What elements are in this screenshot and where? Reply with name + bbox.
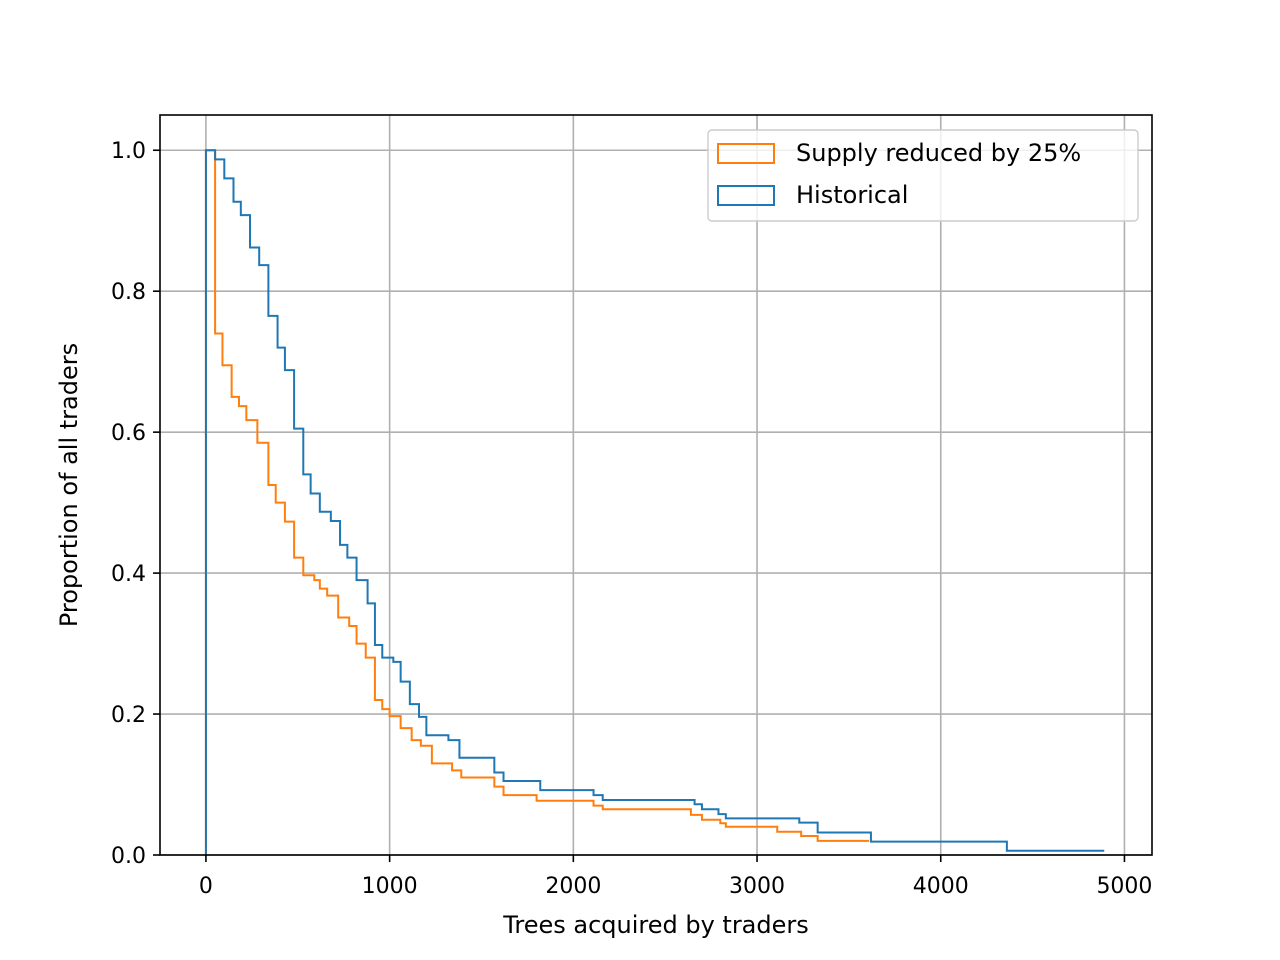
y-tick-label: 0.6 <box>111 421 146 446</box>
plot-frame <box>159 114 1153 856</box>
x-tick-label: 2000 <box>545 874 601 899</box>
series-layer <box>204 149 1105 855</box>
x-tick-label: 4000 <box>913 874 969 899</box>
legend-label-supply-reduced: Supply reduced by 25% <box>796 139 1081 167</box>
y-tick-label: 0.8 <box>111 280 146 305</box>
legend-label-historical: Historical <box>796 181 908 209</box>
y-axis-label: Proportion of all traders <box>55 343 83 627</box>
x-tick-label: 3000 <box>729 874 785 899</box>
x-axis-label: Trees acquired by traders <box>502 911 809 939</box>
legend-box <box>707 129 1139 222</box>
legend-swatch-supply-reduced <box>717 143 775 164</box>
y-tick-label: 0.2 <box>111 703 146 728</box>
legend: Supply reduced by 25% Historical <box>707 129 1139 222</box>
x-tick-label: 5000 <box>1096 874 1152 899</box>
x-tick-label: 1000 <box>362 874 418 899</box>
series-line-supply-reduced <box>204 149 870 855</box>
legend-swatch-historical <box>717 185 775 206</box>
x-tick-label: 0 <box>199 874 213 899</box>
series-line-historical <box>204 149 1105 855</box>
y-tick-label: 0.4 <box>111 562 146 587</box>
y-tick-label: 0.0 <box>111 844 146 869</box>
grid <box>160 115 1152 856</box>
axis-ticks: 0 1000 2000 3000 4000 5000 0.0 0.2 0.4 0.6 0.8 1.0 <box>111 139 1152 899</box>
y-tick-label: 1.0 <box>111 139 146 164</box>
